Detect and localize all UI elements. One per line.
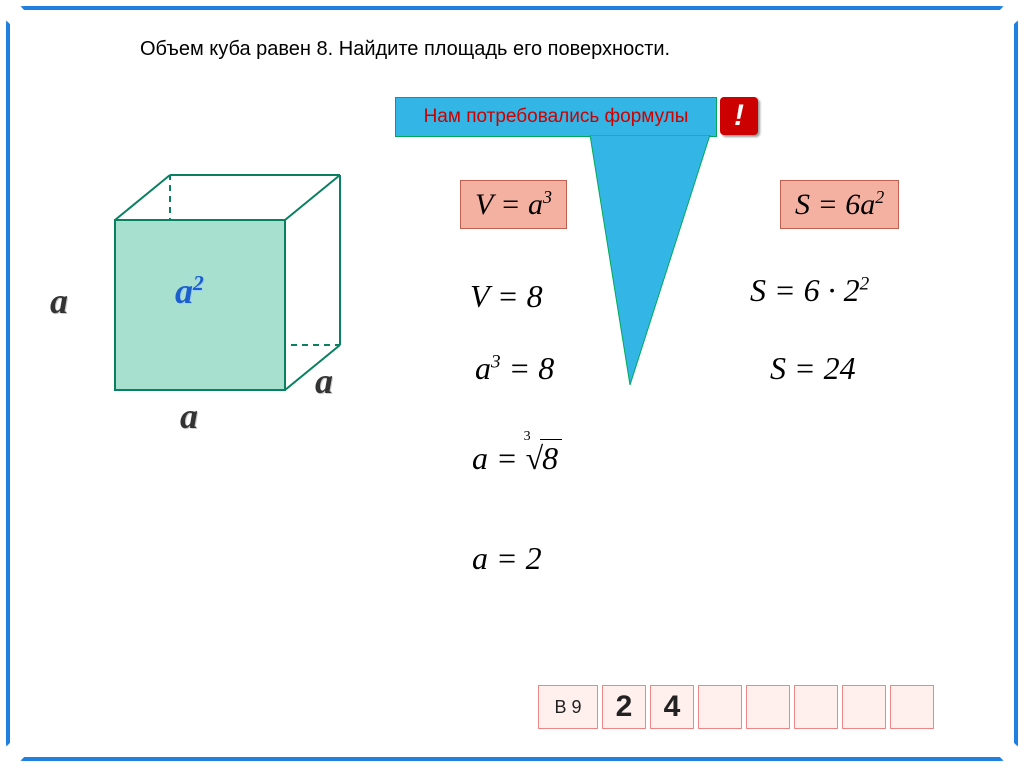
eq-a-equals-2: a = 2 (472, 540, 542, 577)
cube-diagram: a a a a2 (80, 160, 380, 445)
answer-cell[interactable] (746, 685, 790, 729)
cube-label-a-right: a (315, 360, 333, 402)
answer-cell[interactable] (890, 685, 934, 729)
problem-text: Объем куба равен 8. Найдите площадь его … (140, 38, 670, 61)
callout-tail (590, 135, 750, 415)
eq-a-cubed-8: a3 = 8 (475, 350, 554, 387)
exclamation-icon: ! (720, 97, 758, 135)
answer-row: В 9 2 4 (538, 685, 934, 729)
callout-text: Нам потребовались формулы (424, 106, 689, 128)
answer-cell[interactable]: 2 (602, 685, 646, 729)
formula-surface: S = 6a2 (780, 180, 899, 229)
eq-a-cuberoot-8: a = 38 (472, 440, 562, 477)
answer-label: В 9 (538, 685, 598, 729)
formula-volume: V = a3 (460, 180, 567, 229)
answer-cell[interactable] (842, 685, 886, 729)
cube-label-a-bottom: a (180, 395, 198, 437)
callout-box: Нам потребовались формулы (395, 97, 717, 137)
cube-label-a-squared: a2 (175, 270, 204, 312)
answer-cell[interactable]: 4 (650, 685, 694, 729)
eq-v-equals-8: V = 8 (470, 278, 543, 315)
cube-label-a-left: a (50, 280, 68, 322)
eq-s-24: S = 24 (770, 350, 856, 387)
eq-s-6-2sq: S = 6 · 22 (750, 272, 869, 309)
answer-cell[interactable] (698, 685, 742, 729)
answer-cell[interactable] (794, 685, 838, 729)
